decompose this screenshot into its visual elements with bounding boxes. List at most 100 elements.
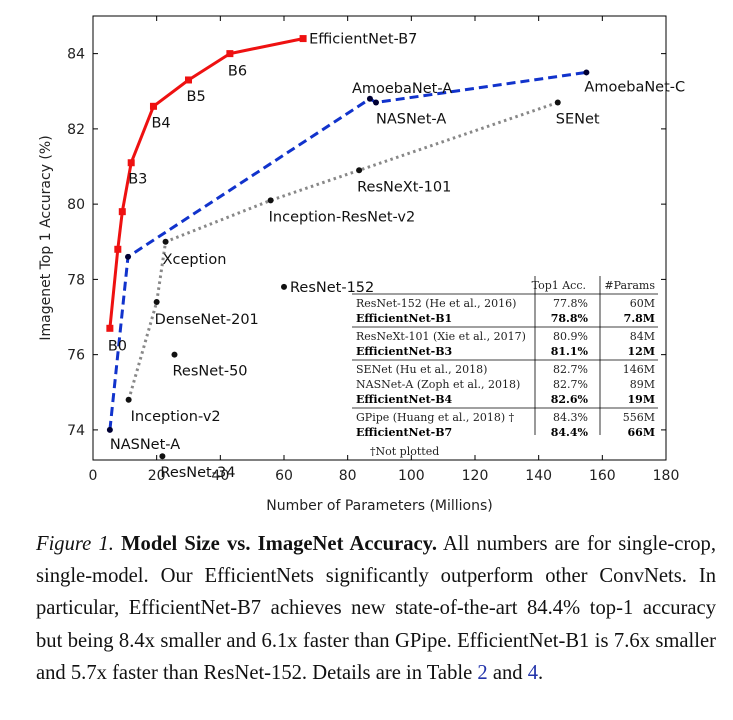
table-params: 556M <box>623 411 655 424</box>
table-header: Top1 Acc. <box>532 279 586 292</box>
table-ref-link[interactable]: 2 <box>477 661 488 684</box>
y-tick-label: 80 <box>67 197 85 213</box>
table-model: GPipe (Huang et al., 2018) † <box>356 411 515 424</box>
point-label: NASNet-A <box>376 112 446 128</box>
point-label: B3 <box>128 172 147 188</box>
table-model: EfficientNet-B7 <box>356 426 452 439</box>
data-point <box>114 245 122 253</box>
point-label: DenseNet-201 <box>155 312 259 328</box>
data-point <box>554 99 561 106</box>
y-tick-label: 82 <box>67 122 85 138</box>
caption-title: Model Size vs. ImageNet Accuracy. <box>121 533 437 555</box>
data-point <box>299 35 307 43</box>
point-label: ResNet-50 <box>172 364 247 380</box>
y-tick-label: 76 <box>67 348 85 364</box>
point-label: EfficientNet-B7 <box>309 32 417 48</box>
point-labels: B0 B3 B4 B5 B6 EfficientNet-B7 NASNet-A AmoebaN… <box>108 32 685 482</box>
data-point <box>356 167 363 174</box>
inset-table: Top1 Acc. #Params ResNet-152 (He et al., 2… <box>352 276 658 458</box>
table-params: 146M <box>623 363 655 376</box>
table-model: EfficientNet-B3 <box>356 345 452 358</box>
data-point <box>127 159 135 167</box>
table-params: 60M <box>630 297 655 310</box>
point-label: AmoebaNet-A <box>352 81 452 97</box>
table-acc: 77.8% <box>553 297 588 310</box>
table-acc: 84.4% <box>551 426 589 439</box>
data-point <box>583 69 590 76</box>
x-tick-label: 80 <box>339 468 357 484</box>
point-label: Xception <box>163 252 227 268</box>
table-model: EfficientNet-B1 <box>356 312 452 325</box>
x-axis-label: Number of Parameters (Millions) <box>266 498 493 514</box>
data-point <box>153 298 160 305</box>
data-point <box>162 238 169 245</box>
caption-body: All numbers are for single-crop, single-… <box>36 533 716 684</box>
point-label: ResNeXt-101 <box>357 179 451 195</box>
table-acc: 81.1% <box>551 345 589 358</box>
data-point <box>118 208 126 216</box>
figure-caption: Figure 1. Model Size vs. ImageNet Accura… <box>36 528 716 689</box>
table-model: ResNeXt-101 (Xie et al., 2017) <box>356 330 526 343</box>
caption-and: and <box>492 661 523 684</box>
table-params: 7.8M <box>624 312 655 325</box>
data-point <box>125 253 132 260</box>
x-tick-label: 160 <box>589 468 616 484</box>
x-tick-label: 60 <box>275 468 293 484</box>
table-header: #Params <box>604 279 655 292</box>
point-label: NASNet-A <box>110 437 180 453</box>
x-tick-label: 40 <box>211 468 229 484</box>
table-params: 66M <box>628 426 655 439</box>
data-point <box>106 324 114 332</box>
caption-label: Figure 1. <box>36 533 114 555</box>
point-label: B0 <box>108 338 127 354</box>
x-tick-label: 140 <box>525 468 552 484</box>
series-line-handcrafted-convnets <box>127 101 559 401</box>
x-tick-label: 100 <box>398 468 425 484</box>
data-point <box>171 351 178 358</box>
table-model: ResNet-152 (He et al., 2016) <box>356 297 516 310</box>
data-point <box>106 426 113 433</box>
table-acc: 82.7% <box>553 363 588 376</box>
point-label: ResNet-152 <box>290 280 374 296</box>
point-label: SENet <box>556 112 600 128</box>
table-params: 84M <box>630 330 655 343</box>
point-label: Inception-v2 <box>131 409 221 425</box>
data-point <box>281 283 287 290</box>
y-tick-label: 78 <box>67 272 85 288</box>
table-acc: 82.7% <box>553 378 588 391</box>
table-model: EfficientNet-B4 <box>356 393 453 406</box>
series-layer <box>106 35 590 460</box>
table-params: 89M <box>630 378 655 391</box>
table-model: NASNet-A (Zoph et al., 2018) <box>356 378 520 391</box>
table-ref-link[interactable]: 4 <box>527 661 539 684</box>
data-point <box>125 396 132 403</box>
point-label: Inception-ResNet-v2 <box>269 209 416 225</box>
point-label: B6 <box>228 64 247 80</box>
table-acc: 82.6% <box>551 393 589 406</box>
data-point <box>149 102 157 110</box>
plot-frame <box>92 15 667 461</box>
axes: 0 20 40 60 80 100 120 140 160 180 74 76 78 80 82 84 Numb… <box>38 15 680 514</box>
x-tick-label: 120 <box>462 468 489 484</box>
y-tick-label: 74 <box>67 423 85 439</box>
point-label: B4 <box>151 115 170 131</box>
data-point <box>226 50 234 58</box>
data-point <box>159 453 166 460</box>
y-tick-label: 84 <box>67 47 85 63</box>
accuracy-vs-params-chart: 0 20 40 60 80 100 120 140 160 180 74 76 78 80 82 84 Numb… <box>38 15 685 514</box>
point-label: ResNet-34 <box>160 465 235 481</box>
table-params: 19M <box>628 393 655 406</box>
series-line-efficientnet <box>108 37 304 329</box>
caption-end: . <box>538 661 544 684</box>
table-acc: 80.9% <box>553 330 588 343</box>
y-axis-label: Imagenet Top 1 Accuracy (%) <box>38 135 54 340</box>
point-label: AmoebaNet-C <box>584 79 685 95</box>
table-params: 12M <box>628 345 655 358</box>
x-tick-label: 180 <box>653 468 680 484</box>
data-point <box>267 197 274 204</box>
x-tick-label: 0 <box>89 468 98 484</box>
table-model: SENet (Hu et al., 2018) <box>356 363 487 376</box>
x-tick-label: 20 <box>148 468 166 484</box>
data-point <box>366 95 373 102</box>
table-acc: 84.3% <box>553 411 588 424</box>
